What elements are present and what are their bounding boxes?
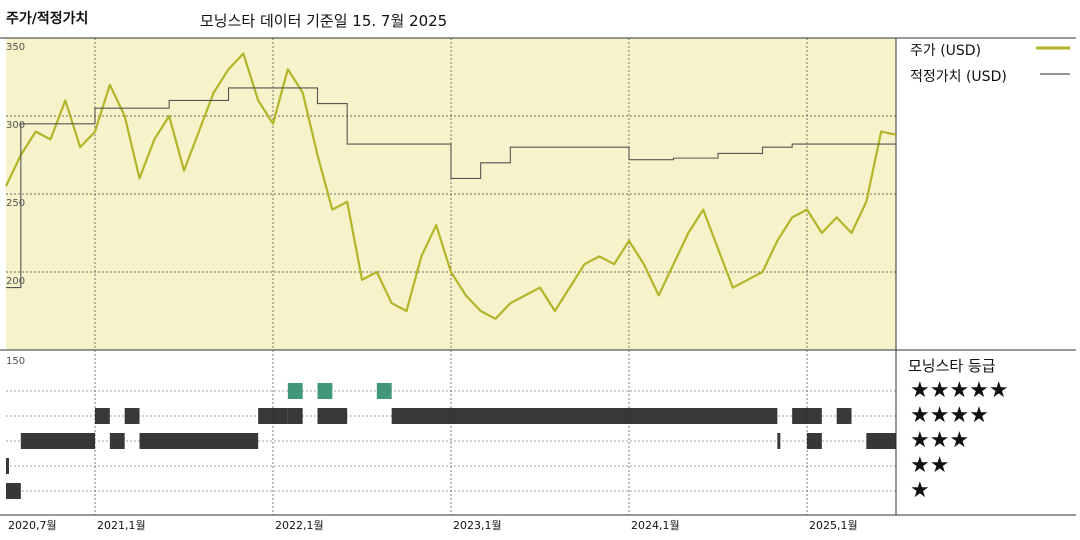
rating-bar-4-star [836,408,852,424]
star-row-2: ★★ [910,453,950,478]
x-tick-label: 2024,1월 [631,519,680,532]
rating-bar-1-star [6,483,21,499]
rating-bar-5-star [287,383,303,399]
data-date-label: 모닝스타 데이터 기준일 15. 7월 2025 [200,12,448,30]
rating-bar-4-star [287,408,303,424]
rating-bar-3-star [139,433,259,449]
rating-bar-3-star [20,433,95,449]
x-tick-label: 2025,1월 [809,519,858,532]
star-row-1: ★ [910,478,930,503]
x-tick-label: 2023,1월 [453,519,502,532]
rating-bar-5-star [317,383,333,399]
rating-bar-3-star [807,433,822,449]
x-tick-label: 2022,1월 [275,519,324,532]
rating-bar-2-star [6,458,9,474]
rating-bar-3-star [109,433,125,449]
x-tick-label: 2020,7월 [8,519,57,532]
star-row-5: ★★★★★ [910,378,1009,403]
star-row-3: ★★★ [910,428,970,453]
rating-bar-4-star [317,408,348,424]
rating-bar-5-star [376,383,392,399]
y-tick-label: 300 [6,120,25,131]
legend-fair-value-label: 적정가치 (USD) [910,69,1007,85]
chart-header-label: 주가/적정가치 [6,11,89,27]
rating-panel-title: 모닝스타 등급 [908,357,996,375]
legend-price-label: 주가 (USD) [910,43,982,59]
price-line [5,52,897,320]
y-tick-label: 250 [6,198,25,209]
rating-bar-4-star [95,408,110,424]
rating-bar-4-star [258,408,288,424]
legend-fair-value: 적정가치 (USD) [910,66,1007,86]
rating-bar-4-star [792,408,822,424]
legend-price: 주가 (USD) [910,40,981,60]
rating-bar-4-star [391,408,778,424]
y-tick-label: 350 [6,42,25,53]
rating-bar-4-star [124,408,140,424]
x-tick-label: 2021,1월 [97,519,146,532]
y-tick-label: 200 [6,276,25,287]
star-row-4: ★★★★ [910,403,989,428]
fair-value-line [6,87,897,289]
rating-bar-3-star [777,433,781,449]
rating-bar-3-star [866,433,896,449]
y-tick-label: 150 [6,356,25,367]
